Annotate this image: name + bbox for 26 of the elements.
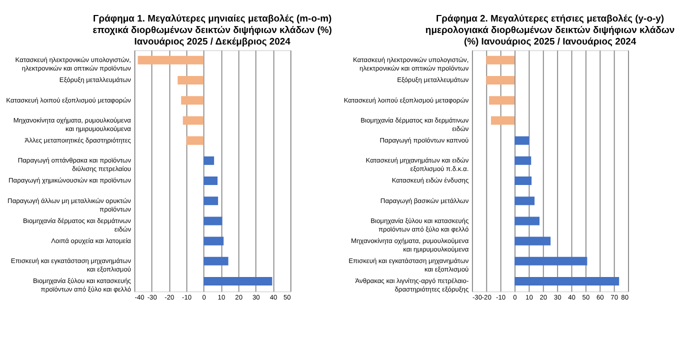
chart-title: Γράφημα 2. Μεγαλύτερες ετήσιες μεταβολές (y-o-y) ημερολογιακά διορθωμένων δεικτών διψήφιων κλάδων (%) Ιανουάριος 2025 / Ιανουάριος 2024	[425, 14, 675, 48]
bar	[204, 256, 228, 266]
bar	[204, 196, 218, 206]
bar	[204, 277, 272, 286]
bar	[514, 216, 540, 226]
bar	[514, 236, 551, 246]
bar	[514, 277, 620, 286]
bar	[186, 136, 204, 145]
bar	[490, 116, 515, 125]
bar	[204, 216, 222, 226]
bar	[486, 56, 515, 64]
bar	[181, 96, 204, 105]
bar	[178, 76, 204, 85]
bar	[204, 236, 224, 246]
bar	[182, 116, 204, 125]
bar	[514, 196, 535, 206]
bar	[204, 176, 218, 186]
chart-title: Γράφημα 1. Μεγαλύτερες μηνιαίες μεταβολές (m-o-m) εποχικά διορθωμένων δεικτών διψήφιων κλάδων (%) Ιανουάριος 2025 / Δεκέμβριος 2024	[92, 14, 332, 48]
bar	[488, 96, 515, 105]
bar	[514, 256, 588, 266]
bar	[204, 156, 214, 165]
bar	[138, 56, 204, 64]
bar	[486, 76, 515, 85]
bar	[514, 176, 532, 186]
bar	[514, 156, 532, 165]
bar	[514, 136, 530, 145]
